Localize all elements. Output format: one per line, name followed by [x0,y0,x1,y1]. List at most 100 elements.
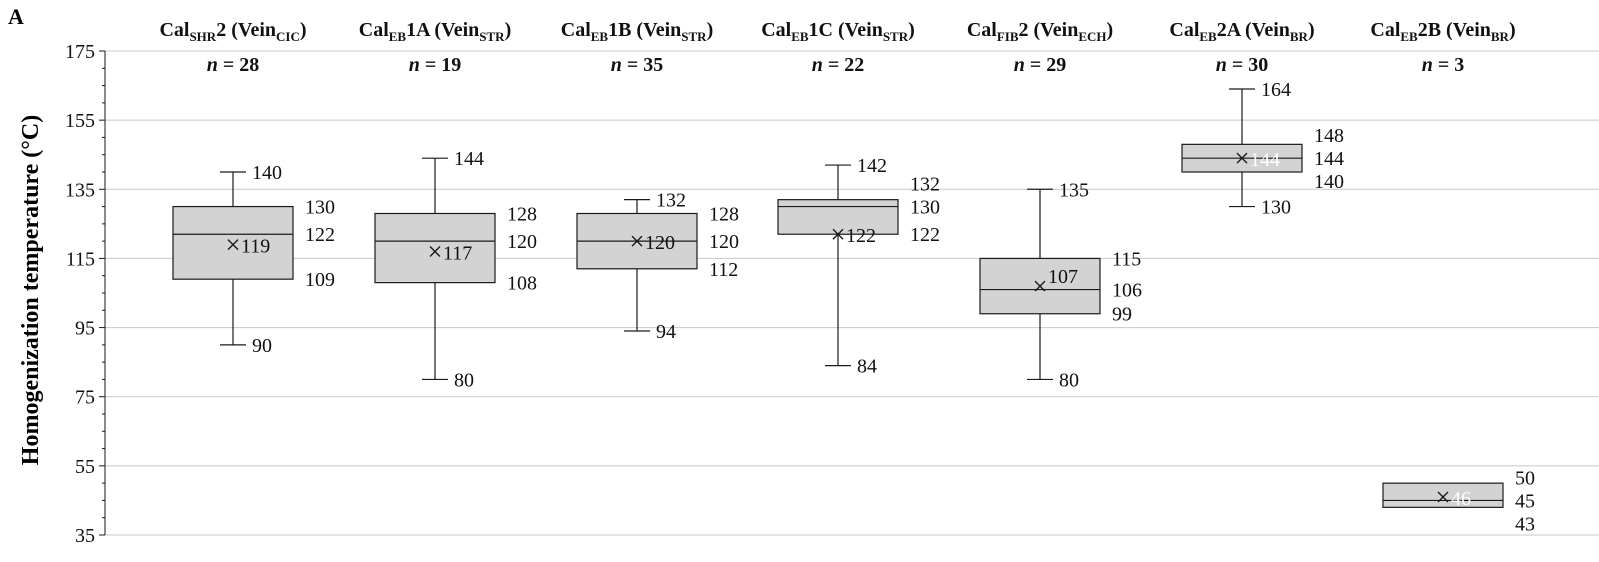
group-label-subscript: BR [1290,29,1309,44]
group-label-subscript: BR [1491,29,1510,44]
max-label: 164 [1261,79,1291,101]
max-label: 140 [252,162,282,184]
group-label-part: 2B (Vein [1418,19,1491,41]
group-label-subscript: ECH [1078,29,1106,44]
group-label-part: Cal [561,19,591,41]
group-label-subscript: STR [681,29,707,44]
n-label: n = 22 [812,54,865,76]
mean-label: 122 [846,225,876,247]
min-label: 90 [252,335,272,357]
n-label: n = 29 [1014,54,1067,76]
group-label: CalEB2A (VeinBR) [1169,19,1314,44]
group-label-subscript: FIB [997,29,1019,44]
iqr-box [1382,482,1504,508]
mean-label: 120 [645,232,675,254]
mean-label: 144 [1250,149,1280,171]
q1-label: 99 [1112,304,1132,326]
mean-marker [1437,491,1449,503]
group-label: CalEB1A (VeinSTR) [359,19,511,44]
group-label-part: ) [300,19,307,41]
n-symbol: n [409,54,420,76]
n-label: n = 35 [611,54,664,76]
min-label: 130 [1261,197,1291,219]
n-symbol: n [1216,54,1227,76]
n-value: = 28 [218,54,259,76]
y-tick-label: 55 [75,456,95,478]
iqr-box [374,212,496,284]
group-label-part: ) [1107,19,1114,41]
y-tick-label: 115 [66,248,95,270]
group-label-subscript: EB [591,29,609,44]
group-label: CalFIB2 (VeinECH) [967,19,1113,44]
q3-label: 128 [507,203,537,225]
median-label: 45 [1515,490,1535,512]
group-label-part: Cal [1169,19,1199,41]
median-label: 130 [910,197,940,219]
y-axis: 35 55 75 95 115 135 155 175 [65,41,106,547]
group-label-part: ) [1509,19,1516,41]
q1-label: 109 [305,269,335,291]
group-label: CalEB2B (VeinBR) [1370,19,1515,44]
min-label: 84 [857,356,877,378]
group-label-subscript: STR [883,29,909,44]
group-label-part: 1C (Vein [809,19,883,41]
q3-label: 50 [1515,467,1535,489]
group-label-part: Cal [159,19,189,41]
group-label-subscript: EB [1400,29,1418,44]
group-label-subscript: STR [479,29,505,44]
box-group: 140 90 130 122 109 119 [172,162,335,357]
n-symbol: n [611,54,622,76]
q1-label: 140 [1314,171,1344,193]
y-tick-label: 95 [75,318,95,340]
y-axis-label: Homogenization temperature (°C) [18,115,44,465]
n-value: = 35 [622,54,663,76]
box-group: 144 80 128 120 108 117 [374,148,537,391]
group-label-part: ) [707,19,714,41]
mean-marker [832,228,844,240]
max-label: 144 [454,148,484,170]
mean-label: 117 [443,243,472,265]
y-tick-label: 35 [75,525,95,547]
mean-marker [631,235,643,247]
grid-lines [105,50,1599,536]
min-label: 80 [1059,369,1079,391]
q3-label: 148 [1314,125,1344,147]
y-tick-label: 175 [65,41,95,63]
group-label-part: ) [908,19,915,41]
box-layer: 1409013012210911914480128120108117132941… [172,79,1535,535]
q1-label: 112 [709,259,738,281]
min-label: 80 [454,369,474,391]
median-label: 120 [709,231,739,253]
q1-label: 108 [507,273,537,295]
n-label: n = 19 [409,54,462,76]
mean-label: 107 [1048,266,1078,288]
n-symbol: n [207,54,218,76]
iqr-box [172,205,294,280]
q1-label: 43 [1515,513,1535,535]
n-label: n = 3 [1422,54,1465,76]
q3-label: 115 [1112,248,1141,270]
panel-label: A [8,4,24,29]
group-label-subscript: CIC [276,29,300,44]
group-label-part: 1B (Vein [608,19,681,41]
n-value: = 29 [1025,54,1066,76]
group-label-subscript: SHR [189,29,216,44]
iqr-box [777,199,899,235]
group-label-part: ) [1308,19,1315,41]
min-label: 94 [656,321,676,343]
group-label-part: ) [505,19,512,41]
group-label-part: 2A (Vein [1217,19,1290,41]
group-label-part: Cal [359,19,389,41]
n-symbol: n [1422,54,1433,76]
box-group: 132 94 128 120 112 120 [576,190,739,343]
mean-label: 119 [241,236,270,258]
q3-label: 130 [305,197,335,219]
n-symbol: n [1014,54,1025,76]
